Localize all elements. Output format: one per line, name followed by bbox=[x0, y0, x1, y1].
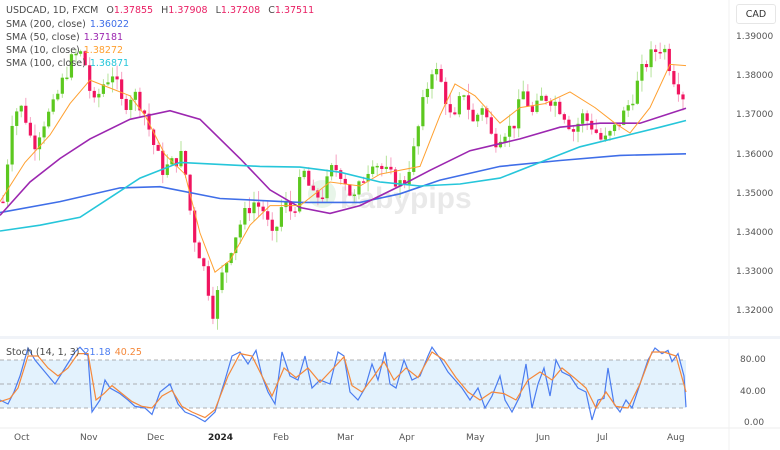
sma-50-legend[interactable]: SMA (50, close) 1.37181 bbox=[6, 32, 124, 43]
sma-100-legend[interactable]: SMA (100, close) 1.36871 bbox=[6, 58, 130, 69]
price-tick: 1.36000 bbox=[736, 150, 774, 160]
stoch-tick: 80.00 bbox=[740, 355, 766, 365]
pane-separator[interactable] bbox=[0, 336, 780, 339]
time-tick: Aug bbox=[667, 433, 685, 443]
time-tick: May bbox=[466, 433, 485, 443]
stoch-tick: 0.00 bbox=[744, 418, 765, 428]
price-tick: 1.37000 bbox=[736, 110, 774, 120]
price-tick: 1.38000 bbox=[736, 71, 774, 81]
stoch-legend[interactable]: Stoch (14, 1, 3) 21.18 40.25 bbox=[6, 347, 142, 358]
sma-lines bbox=[0, 63, 687, 274]
price-tick: 1.33000 bbox=[736, 267, 774, 277]
close-value: C1.37511 bbox=[268, 5, 315, 16]
time-tick: Nov bbox=[80, 433, 98, 443]
ohlc-legend: USDCAD, 1D, FXCM O1.37855 H1.37908 L1.37… bbox=[6, 4, 314, 17]
price-tick: 1.39000 bbox=[736, 32, 774, 42]
symbol-label: USDCAD, 1D, FXCM bbox=[6, 5, 99, 16]
open-value: O1.37855 bbox=[106, 5, 154, 16]
currency-label[interactable]: CAD bbox=[736, 4, 776, 24]
sma-line bbox=[0, 63, 687, 274]
high-value: H1.37908 bbox=[161, 5, 208, 16]
sma-10-legend[interactable]: SMA (10, close) 1.38272 bbox=[6, 45, 124, 56]
svg-text:babypips: babypips bbox=[340, 182, 472, 215]
stoch-lines bbox=[0, 346, 687, 423]
time-tick: Dec bbox=[147, 433, 165, 443]
time-tick: Mar bbox=[337, 433, 354, 443]
sma-line bbox=[0, 119, 687, 232]
price-tick: 1.32000 bbox=[736, 306, 774, 316]
stoch-tick: 40.00 bbox=[740, 387, 766, 397]
low-value: L1.37208 bbox=[215, 5, 261, 16]
time-tick: Apr bbox=[399, 433, 415, 443]
time-tick: Oct bbox=[14, 433, 30, 443]
time-tick: Feb bbox=[273, 433, 289, 443]
time-tick: 2024 bbox=[208, 433, 234, 443]
time-tick: Jun bbox=[536, 433, 551, 443]
sma-200-legend[interactable]: SMA (200, close) 1.36022 bbox=[6, 19, 130, 30]
time-tick: Jul bbox=[597, 433, 608, 443]
watermark: babypips bbox=[308, 180, 472, 215]
sma-line bbox=[0, 153, 687, 214]
sma-line bbox=[0, 107, 687, 216]
price-tick: 1.34000 bbox=[736, 228, 774, 238]
price-tick: 1.35000 bbox=[736, 189, 774, 199]
